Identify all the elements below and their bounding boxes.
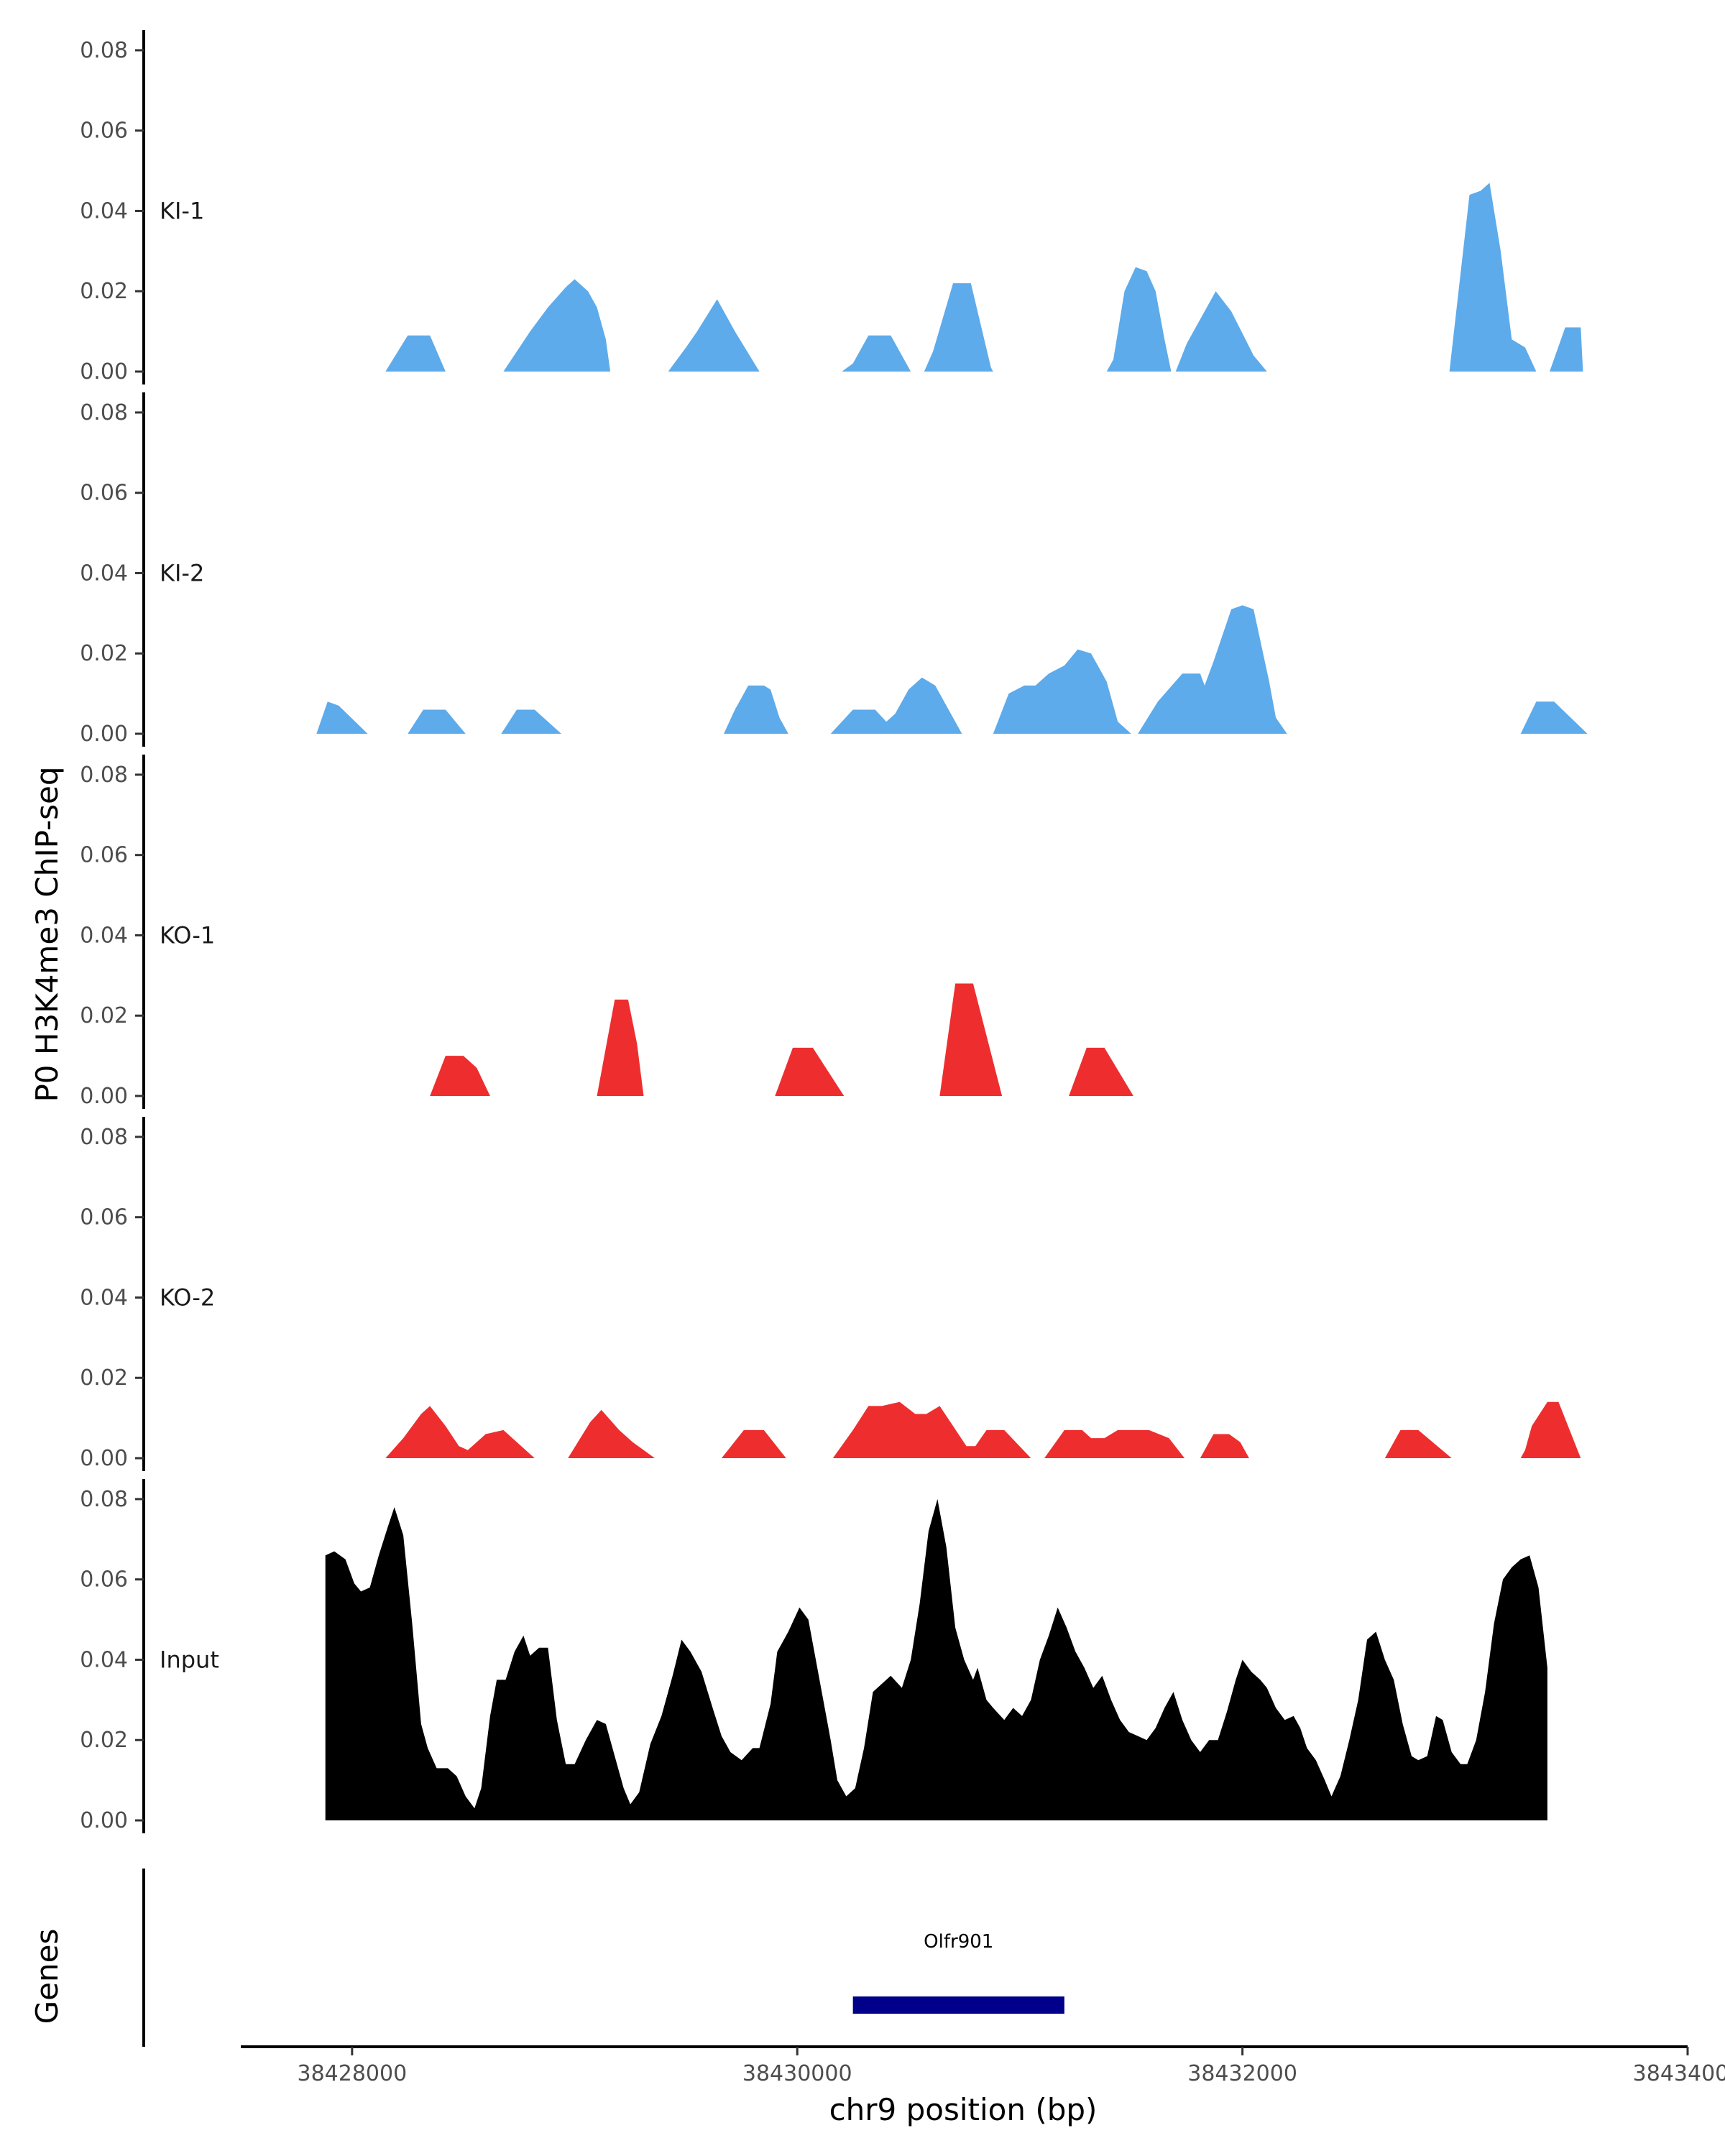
y-tick-label: 0.06 [80, 119, 128, 144]
track-panel: 0.00 0.02 0.04 0.06 0.08 KO-2 [80, 1117, 1581, 1471]
track-panel: 0.00 0.02 0.04 0.06 0.08 KI-1 [80, 30, 1583, 384]
signal-area [1520, 1401, 1581, 1458]
signal-area [503, 279, 611, 372]
signal-area [1200, 1434, 1249, 1458]
y-tick-label: 0.08 [80, 1487, 128, 1512]
y-tick-label: 0.02 [80, 641, 128, 666]
track-panel: 0.00 0.02 0.04 0.06 0.08 KI-2 [80, 392, 1588, 747]
y-tick-label: 0.06 [80, 481, 128, 506]
x-tick-label: 38430000 [742, 2061, 852, 2086]
signal-area [408, 709, 466, 734]
x-tick-label: 38434000 [1633, 2061, 1725, 2086]
x-tick-label: 38432000 [1187, 2061, 1297, 2086]
signal-area [842, 335, 911, 372]
y-tick-label: 0.04 [80, 923, 128, 948]
track-label: KI-2 [160, 559, 204, 586]
y-tick-label: 0.04 [80, 561, 128, 586]
signal-area [832, 1401, 1031, 1458]
signal-area [430, 1056, 490, 1096]
x-tick-label: 38428000 [297, 2061, 407, 2086]
signal-area [1138, 605, 1287, 734]
tracks-group: 0.00 0.02 0.04 0.06 0.08 KI-1 0.00 0.02 0.04 0.06… [80, 30, 1588, 1833]
y-axis-title: P0 H3K4me3 ChIP-seq [29, 766, 65, 1102]
y-tick-label: 0.08 [80, 763, 128, 788]
signal-area [568, 1409, 655, 1458]
y-tick-label: 0.04 [80, 198, 128, 224]
signal-area [668, 299, 760, 372]
strand-arrow-icon [936, 1999, 944, 2011]
signal-area [830, 677, 962, 734]
track-panel: 0.00 0.02 0.04 0.06 0.08 KO-1 [80, 755, 1133, 1109]
signal-area [1520, 701, 1588, 734]
y-tick-label: 0.04 [80, 1285, 128, 1310]
strand-arrow-icon [878, 1999, 887, 2011]
track-label: KO-1 [160, 921, 215, 949]
track-label: KI-1 [160, 197, 204, 224]
y-tick-label: 0.00 [80, 1084, 128, 1109]
signal-area [1044, 1429, 1185, 1458]
track-label: Input [160, 1646, 219, 1673]
signal-area [1384, 1429, 1452, 1458]
y-tick-label: 0.02 [80, 1728, 128, 1753]
y-tick-label: 0.00 [80, 1808, 128, 1833]
y-tick-label: 0.02 [80, 1003, 128, 1028]
signal-area [385, 1406, 535, 1458]
signal-area [1550, 327, 1583, 372]
gene-track: Olfr901 [142, 1869, 1064, 2047]
y-tick-label: 0.06 [80, 1205, 128, 1230]
x-axis-title: chr9 position (bp) [829, 2092, 1098, 2127]
signal-area [775, 1047, 845, 1096]
y-tick-label: 0.08 [80, 1125, 128, 1150]
signal-area [597, 999, 644, 1096]
signal-area [501, 709, 561, 734]
strand-arrow-icon [993, 1999, 1002, 2011]
y-tick-label: 0.08 [80, 38, 128, 63]
y-tick-label: 0.06 [80, 1567, 128, 1593]
signal-area [325, 1498, 1547, 1820]
y-tick-label: 0.00 [80, 1446, 128, 1471]
y-tick-label: 0.02 [80, 1365, 128, 1391]
signal-area [939, 983, 1003, 1096]
y-tick-label: 0.00 [80, 359, 128, 384]
gene-body [852, 1996, 1064, 2014]
gene-label: Olfr901 [924, 1931, 993, 1953]
y-tick-label: 0.06 [80, 843, 128, 868]
signal-area [993, 649, 1131, 734]
strand-arrow-icon [1051, 1999, 1059, 2011]
track-label: KO-2 [160, 1284, 215, 1311]
track-panel: 0.00 0.02 0.04 0.06 0.08 Input [80, 1479, 1547, 1833]
signal-area [1449, 183, 1537, 372]
genes-axis-title: Genes [29, 1929, 65, 2024]
signal-area [316, 701, 368, 734]
signal-area [385, 335, 446, 372]
signal-area [721, 1429, 786, 1458]
signal-area [1069, 1047, 1133, 1096]
signal-area [1175, 291, 1267, 372]
y-tick-label: 0.00 [80, 722, 128, 747]
y-tick-label: 0.04 [80, 1647, 128, 1672]
signal-area [924, 283, 993, 372]
signal-area [1106, 267, 1172, 372]
y-tick-label: 0.08 [80, 400, 128, 425]
signal-area [724, 685, 788, 734]
y-tick-label: 0.02 [80, 279, 128, 304]
x-axis: 38428000 38430000 38432000 38434000 [241, 2045, 1725, 2086]
